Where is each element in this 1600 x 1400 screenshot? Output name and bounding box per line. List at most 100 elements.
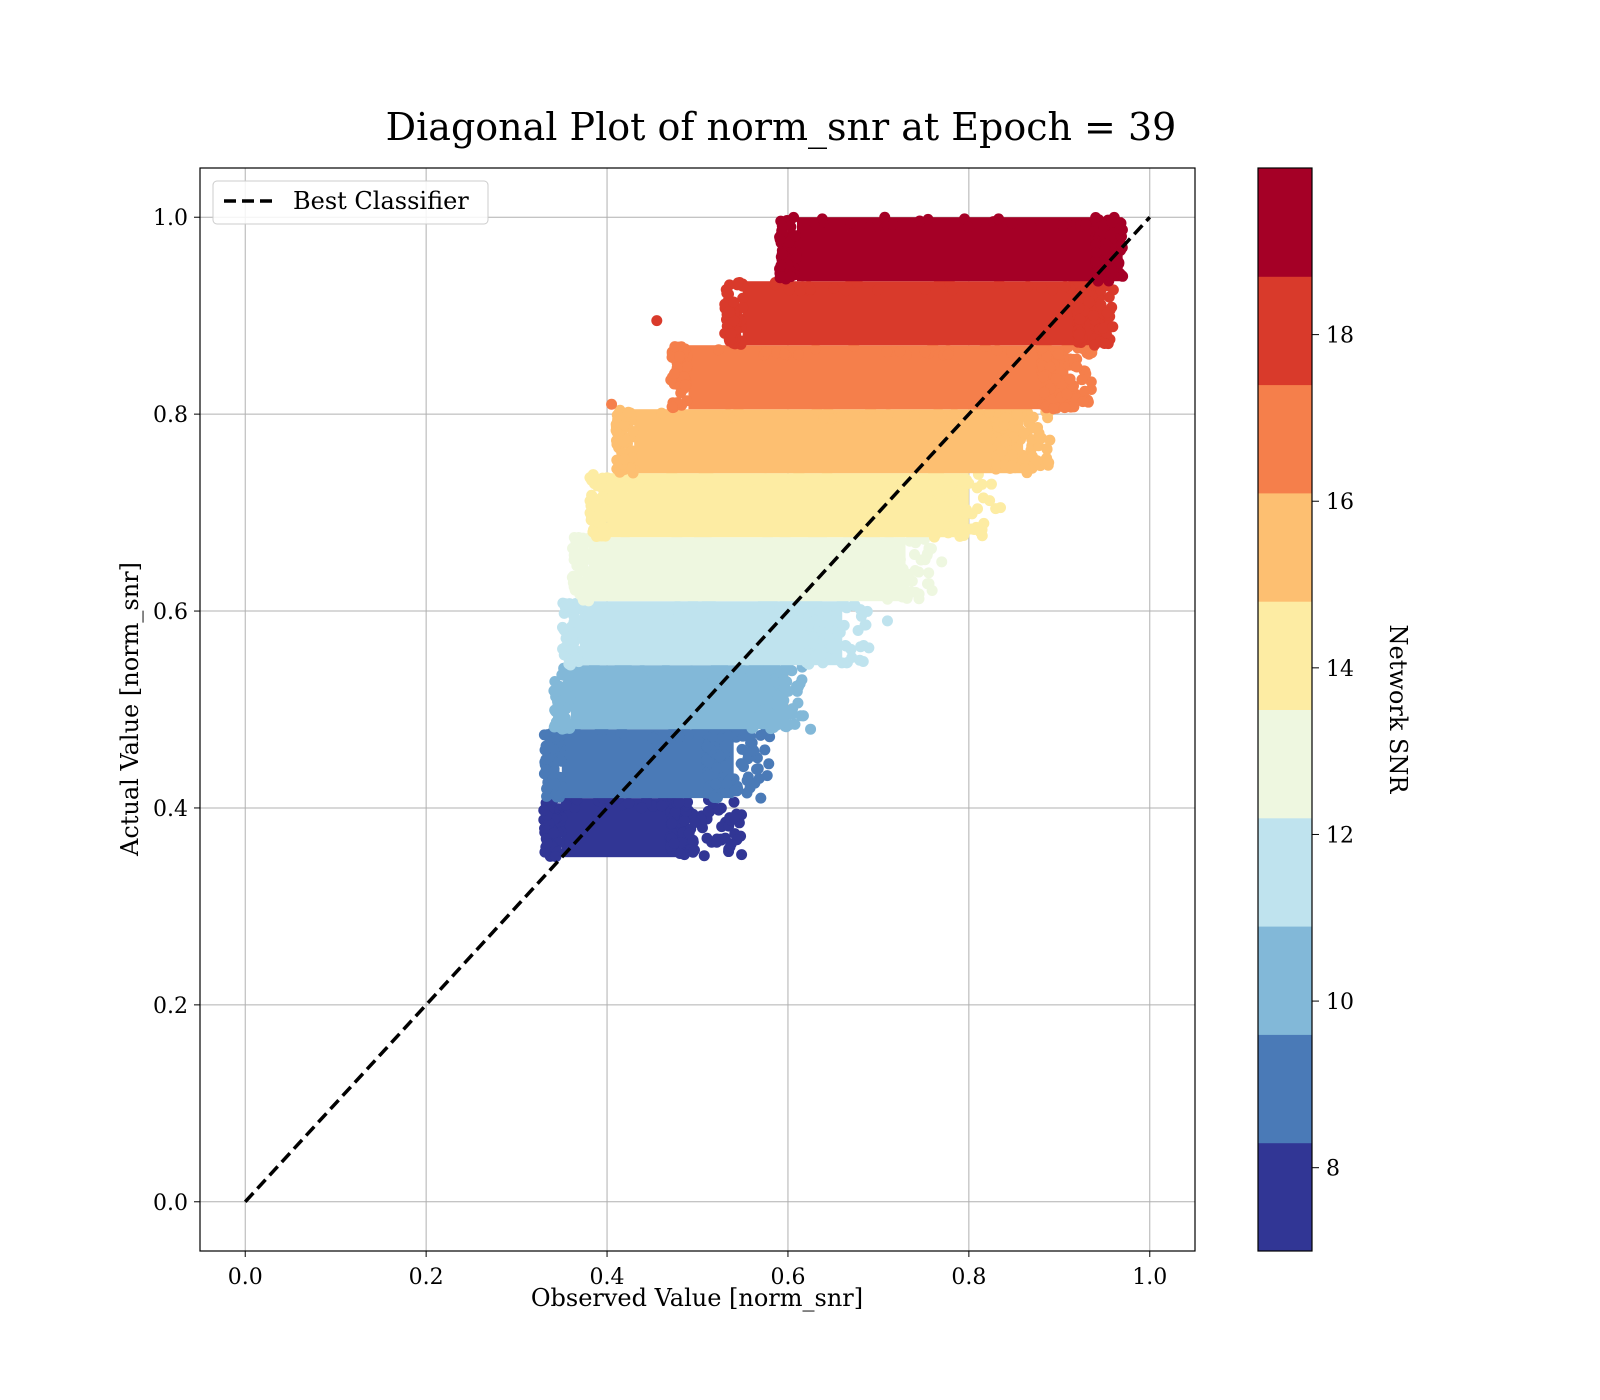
data-point <box>1038 387 1050 399</box>
data-point <box>721 778 733 790</box>
data-point <box>1107 321 1119 333</box>
data-point <box>882 408 894 420</box>
data-point <box>932 406 944 418</box>
data-point <box>635 474 647 486</box>
outlier-points <box>597 270 1129 858</box>
data-point <box>737 292 749 304</box>
data-point <box>592 510 604 522</box>
colorbar-segment <box>1258 384 1312 494</box>
data-point <box>636 802 648 814</box>
data-point <box>790 252 802 264</box>
chart-title: Diagonal Plot of norm_snr at Epoch = 39 <box>386 105 1177 150</box>
data-point <box>568 532 580 544</box>
data-point <box>751 602 763 614</box>
plot-frame <box>199 167 1196 1252</box>
data-point <box>983 407 995 419</box>
data-point <box>706 600 718 612</box>
data-point <box>732 277 744 289</box>
colorbar-segment <box>1258 709 1312 819</box>
y-tick-label: 0.6 <box>153 600 188 625</box>
data-point <box>711 762 723 774</box>
data-point <box>539 846 551 858</box>
data-point <box>934 509 946 521</box>
data-point <box>669 341 681 353</box>
data-point <box>913 593 925 605</box>
data-point <box>788 211 800 223</box>
data-point <box>787 477 799 489</box>
data-point <box>576 555 588 567</box>
data-point <box>1106 216 1118 228</box>
data-point <box>1000 412 1012 424</box>
outlier-point <box>881 615 893 627</box>
data-point <box>566 644 578 656</box>
x-axis-label: Observed Value [norm_snr] <box>531 1284 863 1312</box>
data-point <box>954 475 966 487</box>
colorbar-tick-label: 12 <box>1326 823 1354 848</box>
y-axis-label: Actual Value [norm_snr] <box>116 562 144 857</box>
data-point <box>656 407 668 419</box>
data-point <box>702 805 714 817</box>
data-point <box>679 379 691 391</box>
data-point <box>720 284 732 296</box>
data-point <box>840 640 852 652</box>
colorbar-tick-label: 10 <box>1326 990 1354 1015</box>
data-point <box>774 233 786 245</box>
data-point <box>550 851 562 863</box>
data-point <box>919 346 931 358</box>
data-point <box>1025 221 1037 233</box>
data-point <box>864 221 876 233</box>
data-point <box>1042 412 1054 424</box>
data-point <box>725 328 737 340</box>
data-point <box>728 315 740 327</box>
data-point <box>1088 339 1100 351</box>
data-point <box>792 349 804 361</box>
x-tick-label: 0.0 <box>228 1265 263 1290</box>
snr-band-1 <box>538 723 776 804</box>
data-point <box>1006 217 1018 229</box>
data-point <box>783 719 795 731</box>
data-point <box>549 778 561 790</box>
data-point <box>1095 299 1107 311</box>
data-point <box>1052 348 1064 360</box>
data-point <box>549 704 561 716</box>
data-point <box>1036 282 1048 294</box>
data-point <box>693 727 705 739</box>
data-point <box>1083 296 1095 308</box>
data-point <box>779 348 791 360</box>
data-point <box>708 791 720 803</box>
data-point <box>569 611 581 623</box>
data-point <box>749 687 761 699</box>
data-point <box>658 474 670 486</box>
data-point <box>561 599 573 611</box>
data-point <box>846 652 858 664</box>
data-point <box>881 346 893 358</box>
data-point <box>750 474 762 486</box>
snr-band-3 <box>556 595 875 671</box>
legend-label-best-classifier: Best Classifier <box>293 187 469 215</box>
data-point <box>666 401 678 413</box>
data-point <box>759 744 771 756</box>
data-point <box>794 678 806 690</box>
data-point <box>646 732 658 744</box>
data-point <box>787 703 799 715</box>
data-point <box>816 649 828 661</box>
data-point <box>927 480 939 492</box>
data-point <box>668 837 680 849</box>
data-point <box>947 284 959 296</box>
data-point <box>583 595 595 607</box>
data-point <box>728 796 740 808</box>
data-point <box>660 663 672 675</box>
data-point <box>581 567 593 579</box>
data-point <box>874 571 886 583</box>
data-point <box>711 836 723 848</box>
data-point <box>1059 280 1071 292</box>
data-point <box>786 665 798 677</box>
data-point <box>713 804 725 816</box>
data-point <box>976 478 988 490</box>
colorbar-segment <box>1258 926 1312 1035</box>
data-point <box>609 602 621 614</box>
data-point <box>577 534 589 546</box>
outlier-point <box>805 723 817 735</box>
data-point <box>847 599 859 611</box>
